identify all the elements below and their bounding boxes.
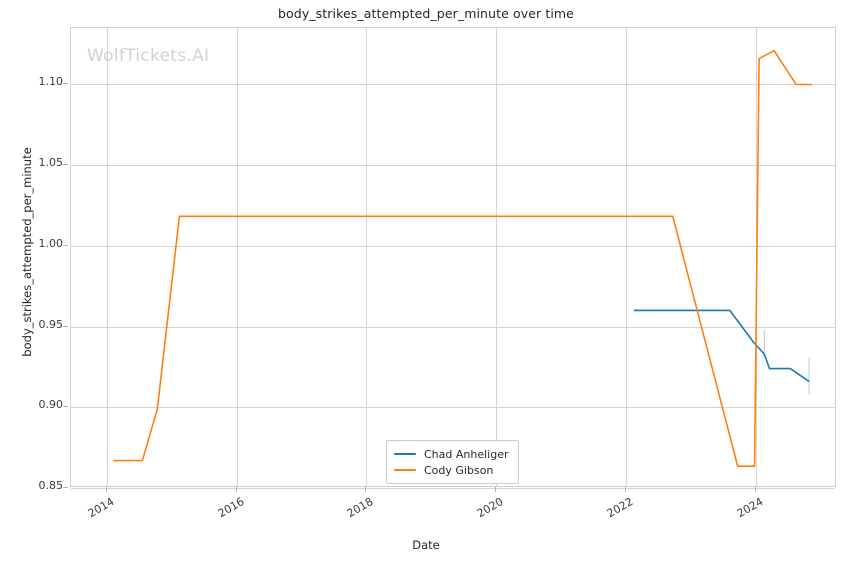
y-tick-mark [63, 164, 68, 166]
x-tick-mark [754, 487, 756, 492]
gridline-horizontal [71, 326, 835, 328]
y-tick-label: 1.10 [38, 75, 64, 89]
y-tick-mark [63, 487, 68, 488]
x-tick-mark [365, 487, 367, 492]
gridline-horizontal [71, 407, 835, 409]
y-tick-label: 0.90 [38, 398, 64, 412]
gridline-vertical [236, 28, 238, 486]
x-tick-label: 2020 [474, 495, 506, 521]
x-axis-label: Date [412, 538, 440, 552]
x-tick-label: 2016 [215, 495, 247, 521]
x-tick-mark [235, 487, 237, 492]
legend-color-swatch [394, 453, 416, 455]
x-tick-mark [105, 487, 107, 492]
y-tick-mark [63, 83, 68, 85]
gridline-horizontal [71, 245, 835, 247]
y-tick-label: 0.95 [38, 317, 64, 331]
legend-label: Cody Gibson [424, 463, 494, 477]
chart-legend: Chad Anheliger Cody Gibson [386, 440, 519, 484]
y-tick-label: 1.00 [38, 236, 64, 250]
chart-title: body_strikes_attempted_per_minute over t… [278, 6, 574, 21]
gridline-horizontal [71, 165, 835, 167]
gridline-vertical [366, 28, 368, 486]
gridline-horizontal [71, 84, 835, 86]
x-tick-mark [495, 487, 497, 492]
y-tick-label: 0.85 [38, 479, 64, 492]
legend-item[interactable]: Chad Anheliger [394, 446, 509, 462]
x-tick-label: 2018 [345, 495, 376, 521]
gridline-vertical [496, 28, 498, 486]
x-tick-label: 2024 [734, 495, 766, 521]
x-tick-mark [625, 487, 627, 492]
legend-color-swatch [394, 469, 416, 471]
gridline-vertical [626, 28, 628, 486]
y-tick-label: 1.05 [38, 156, 64, 170]
legend-item[interactable]: Cody Gibson [394, 462, 509, 478]
y-tick-mark [63, 244, 68, 246]
plot-area: WolfTickets.AI [70, 27, 836, 489]
y-axis-ticks: 0.85 0.90 0.95 1.00 1.05 1.10 [0, 0, 68, 561]
legend-label: Chad Anheliger [424, 447, 509, 461]
x-tick-label: 2022 [604, 495, 636, 521]
y-axis-label: body_strikes_attempted_per_minute [20, 147, 34, 357]
series-lines [113, 49, 812, 468]
series-line [633, 309, 810, 383]
series-line [113, 49, 812, 468]
y-tick-mark [63, 406, 68, 408]
y-tick-mark [63, 325, 68, 327]
x-tick-label: 2014 [85, 495, 117, 521]
gridline-horizontal [71, 488, 835, 489]
gridline-vertical [106, 28, 108, 486]
